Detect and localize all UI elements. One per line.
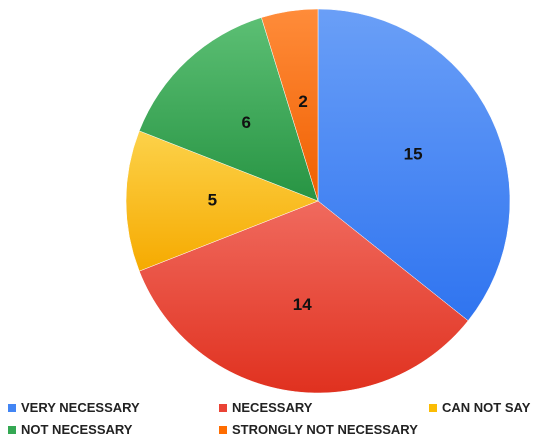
legend-swatch-icon: [219, 403, 227, 412]
pie-slice-strongly-not-necessary: [261, 8, 319, 202]
pie-slice-not-necessary: [138, 17, 319, 202]
legend-swatch-icon: [8, 403, 16, 412]
legend-label: CAN NOT SAY: [442, 400, 531, 415]
legend-label: VERY NECESSARY: [21, 400, 140, 415]
legend-swatch-icon: [429, 403, 437, 412]
legend-label: STRONGLY NOT NECESSARY: [232, 422, 418, 437]
pie-chart: 15 14 5 6 2: [125, 8, 511, 394]
pie-slice-can-not-say: [125, 130, 319, 272]
legend-label: NOT NECESSARY: [21, 422, 133, 437]
legend-swatch-icon: [8, 425, 16, 434]
legend-label: NECESSARY: [232, 400, 313, 415]
slice-data-label: 15: [404, 145, 423, 164]
slice-data-label: 5: [208, 190, 217, 209]
legend-swatch-icon: [219, 425, 227, 434]
slice-data-label: 14: [293, 295, 312, 314]
slice-data-label: 6: [241, 113, 250, 132]
legend-item-can-not-say: CAN NOT SAY: [429, 400, 530, 415]
pie-slice-very-necessary: [317, 8, 511, 322]
legend-item-very-necessary: VERY NECESSARY: [8, 400, 140, 415]
legend-item-not-necessary: NOT NECESSARY: [8, 422, 132, 437]
slice-data-label: 2: [298, 92, 307, 111]
legend-item-necessary: NECESSARY: [219, 400, 312, 415]
legend: VERY NECESSARY NECESSARY CAN NOT SAY NOT…: [8, 398, 537, 443]
legend-item-strongly-not-necessary: STRONGLY NOT NECESSARY: [219, 422, 418, 437]
pie-slice-necessary: [138, 200, 469, 394]
